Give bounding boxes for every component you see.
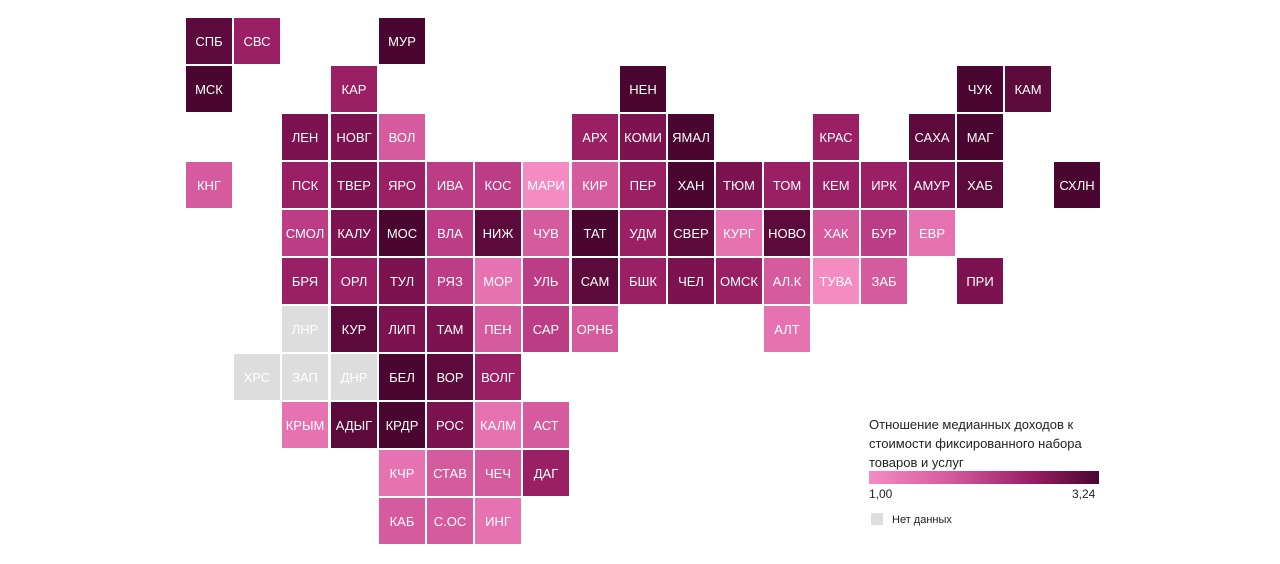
region-tile[interactable]: СТАВ xyxy=(427,450,473,496)
region-tile[interactable]: КЕМ xyxy=(813,162,859,208)
region-tile[interactable]: ОМСК xyxy=(716,258,762,304)
region-tile[interactable]: ОРНБ xyxy=(572,306,618,352)
region-tile[interactable]: КРАС xyxy=(813,114,859,160)
region-tile[interactable]: ОРЛ xyxy=(331,258,377,304)
region-tile[interactable]: ТУВА xyxy=(813,258,859,304)
region-tile[interactable]: ЯРО xyxy=(379,162,425,208)
region-tile[interactable]: АДЫГ xyxy=(331,402,377,448)
region-tile[interactable]: ЗАП xyxy=(282,354,328,400)
region-tile[interactable]: ДАГ xyxy=(523,450,569,496)
region-tile[interactable]: ЧЕЛ xyxy=(668,258,714,304)
region-tile[interactable]: БРЯ xyxy=(282,258,328,304)
region-tile[interactable]: ТЮМ xyxy=(716,162,762,208)
region-tile[interactable]: УДМ xyxy=(620,210,666,256)
region-tile[interactable]: КАЛМ xyxy=(475,402,521,448)
region-tile[interactable]: СМОЛ xyxy=(282,210,328,256)
region-tile[interactable]: ЯМАЛ xyxy=(668,114,714,160)
region-tile[interactable]: ЛИП xyxy=(379,306,425,352)
region-tile[interactable]: ДНР xyxy=(331,354,377,400)
region-tile[interactable]: КУРГ xyxy=(716,210,762,256)
region-tile[interactable]: КАЛУ xyxy=(331,210,377,256)
legend-nodata-swatch xyxy=(871,513,883,525)
region-tile[interactable]: ПСК xyxy=(282,162,328,208)
region-tile[interactable]: ЧЕЧ xyxy=(475,450,521,496)
region-tile[interactable]: ПЕН xyxy=(475,306,521,352)
region-tile[interactable]: ВОЛ xyxy=(379,114,425,160)
region-tile[interactable]: ЛНР xyxy=(282,306,328,352)
region-tile[interactable]: КОМИ xyxy=(620,114,666,160)
region-tile[interactable]: РОС xyxy=(427,402,473,448)
region-tile[interactable]: ПРИ xyxy=(957,258,1003,304)
region-tile[interactable]: МОС xyxy=(379,210,425,256)
region-tile[interactable]: АЛТ xyxy=(764,306,810,352)
region-tile[interactable]: ТАТ xyxy=(572,210,618,256)
region-tile[interactable]: САМ xyxy=(572,258,618,304)
region-tile[interactable]: БШК xyxy=(620,258,666,304)
region-tile[interactable]: НОВГ xyxy=(331,114,377,160)
region-tile[interactable]: СПБ xyxy=(186,18,232,64)
region-tile[interactable]: ЧУК xyxy=(957,66,1003,112)
region-tile[interactable]: КНГ xyxy=(186,162,232,208)
region-tile[interactable]: ТАМ xyxy=(427,306,473,352)
region-tile[interactable]: АСТ xyxy=(523,402,569,448)
region-tile[interactable]: САР xyxy=(523,306,569,352)
region-tile[interactable]: АМУР xyxy=(909,162,955,208)
region-tile[interactable]: СВС xyxy=(234,18,280,64)
region-tile[interactable]: ЛЕН xyxy=(282,114,328,160)
region-tile[interactable]: МУР xyxy=(379,18,425,64)
region-tile[interactable]: САХА xyxy=(909,114,955,160)
region-tile[interactable]: КАМ xyxy=(1005,66,1051,112)
region-tile[interactable]: С.ОС xyxy=(427,498,473,544)
region-tile[interactable]: НЕН xyxy=(620,66,666,112)
region-tile[interactable]: НОВО xyxy=(764,210,810,256)
region-tile[interactable]: ХАБ xyxy=(957,162,1003,208)
region-tile[interactable]: КУР xyxy=(331,306,377,352)
legend-nodata-label: Нет данных xyxy=(892,514,952,526)
region-tile[interactable]: КЧР xyxy=(379,450,425,496)
region-tile[interactable]: МСК xyxy=(186,66,232,112)
legend-color-scale xyxy=(869,471,1099,484)
region-tile[interactable]: КРЫМ xyxy=(282,402,328,448)
region-tile[interactable]: КИР xyxy=(572,162,618,208)
region-tile[interactable]: НИЖ xyxy=(475,210,521,256)
region-tile[interactable]: КОС xyxy=(475,162,521,208)
region-tile[interactable]: АРХ xyxy=(572,114,618,160)
region-tile[interactable]: ЧУВ xyxy=(523,210,569,256)
region-tile[interactable]: ПЕР xyxy=(620,162,666,208)
region-tile[interactable]: ЗАБ xyxy=(861,258,907,304)
region-tile[interactable]: БЕЛ xyxy=(379,354,425,400)
legend-max-label: 3,24 xyxy=(1072,487,1096,501)
region-tile[interactable]: РЯЗ xyxy=(427,258,473,304)
region-tile[interactable]: ВЛА xyxy=(427,210,473,256)
legend-title: Отношение медианных доходов к стоимости … xyxy=(869,417,1082,470)
region-tile[interactable]: ВОЛГ xyxy=(475,354,521,400)
region-tile[interactable]: ИРК xyxy=(861,162,907,208)
region-tile[interactable]: ХРС xyxy=(234,354,280,400)
region-tile[interactable]: ХАК xyxy=(813,210,859,256)
region-tile[interactable]: БУР xyxy=(861,210,907,256)
region-tile[interactable]: ТВЕР xyxy=(331,162,377,208)
region-tile[interactable]: ТУЛ xyxy=(379,258,425,304)
region-tile[interactable]: АЛ.К xyxy=(764,258,810,304)
region-tile[interactable]: МАГ xyxy=(957,114,1003,160)
region-tile[interactable]: УЛЬ xyxy=(523,258,569,304)
region-tile[interactable]: ТОМ xyxy=(764,162,810,208)
region-tile[interactable]: СХЛН xyxy=(1054,162,1100,208)
region-tile[interactable]: МАРИ xyxy=(523,162,569,208)
region-tile[interactable]: ИНГ xyxy=(475,498,521,544)
region-tile[interactable]: КАБ xyxy=(379,498,425,544)
region-tile[interactable]: ЕВР xyxy=(909,210,955,256)
region-tile[interactable]: ИВА xyxy=(427,162,473,208)
region-tile[interactable]: КРДР xyxy=(379,402,425,448)
region-tile[interactable]: СВЕР xyxy=(668,210,714,256)
region-tile[interactable]: КАР xyxy=(331,66,377,112)
region-tile[interactable]: МОР xyxy=(475,258,521,304)
region-tile[interactable]: ХАН xyxy=(668,162,714,208)
legend-min-label: 1,00 xyxy=(869,487,893,501)
region-tile[interactable]: ВОР xyxy=(427,354,473,400)
